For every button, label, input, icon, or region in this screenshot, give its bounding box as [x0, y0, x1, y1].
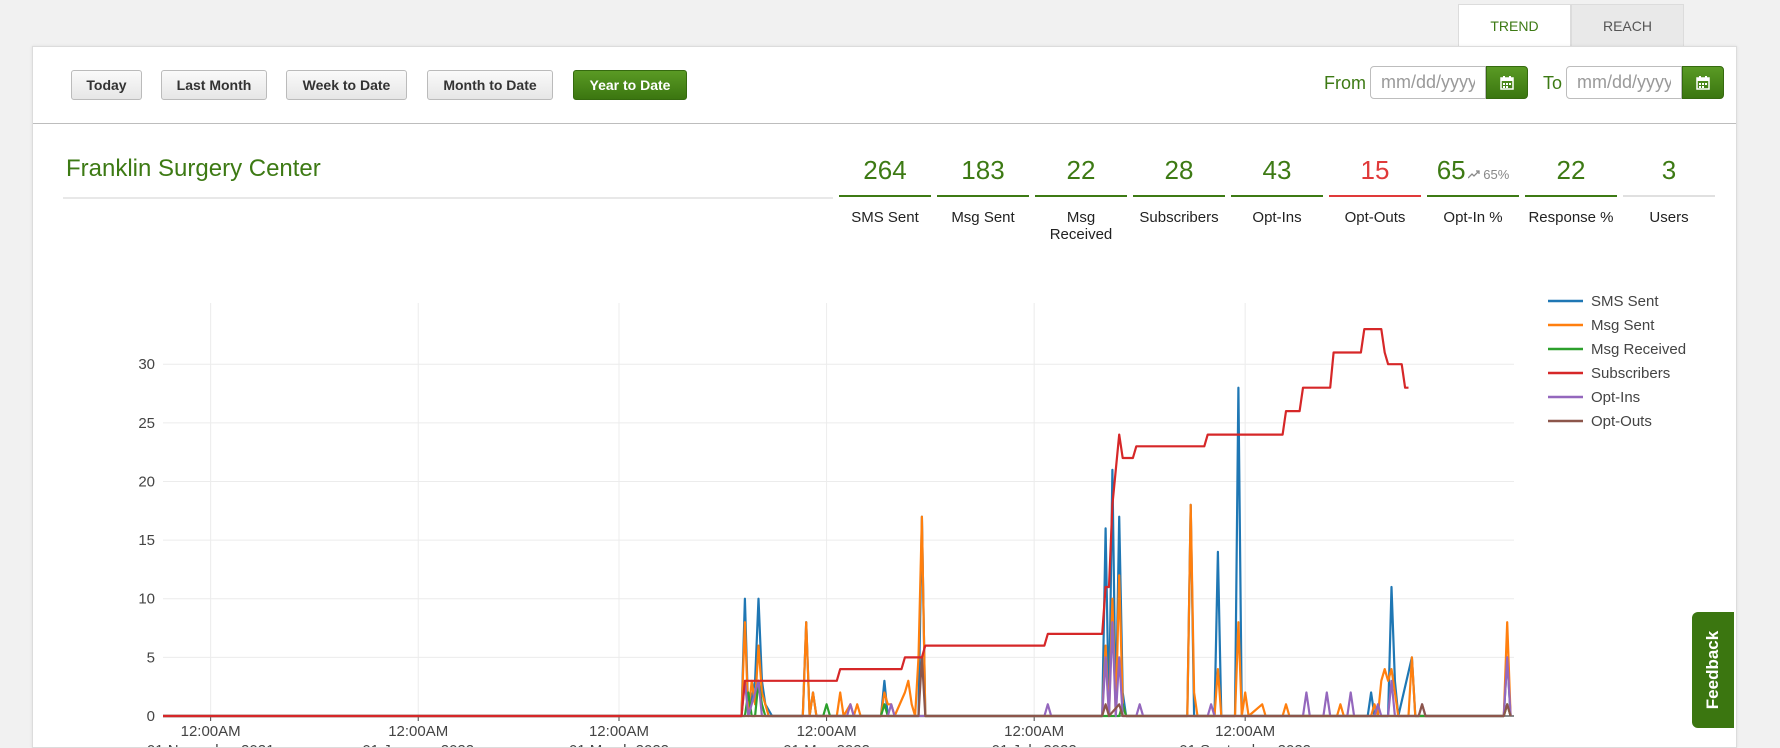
stat-label: Msg Received — [1049, 209, 1113, 243]
legend-label: Opt-Outs — [1591, 413, 1652, 430]
legend-label: Msg Received — [1591, 341, 1686, 358]
legend-label: Msg Sent — [1591, 317, 1655, 334]
trend-indicator: 65% — [1467, 167, 1510, 182]
stat-value: 65 — [1436, 155, 1466, 185]
stat-msg-sent: 183 Msg Sent — [937, 145, 1029, 226]
x-tick-label: 01 September 2022 — [1179, 742, 1311, 747]
stat-value: 22 — [1035, 145, 1127, 197]
x-tick-label: 12:00AM — [388, 723, 448, 740]
x-tick-label: 01 March 2022 — [569, 742, 669, 747]
series-line-opt-ins — [163, 621, 1512, 718]
tab-reach[interactable]: REACH — [1571, 4, 1684, 46]
x-tick-label: 12:00AM — [589, 723, 649, 740]
stat-label: Msg Sent — [951, 209, 1015, 226]
x-tick-label: 12:00AM — [1004, 723, 1064, 740]
calendar-icon — [1696, 75, 1710, 90]
series-line-sms-sent — [163, 386, 1512, 718]
stat-label: Opt-In % — [1443, 209, 1503, 226]
y-tick-label: 0 — [147, 708, 155, 725]
stat-label: Opt-Outs — [1344, 209, 1406, 226]
stat-value: 15 — [1329, 145, 1421, 197]
stat-value: 183 — [937, 145, 1029, 197]
x-tick-label: 01 July 2022 — [992, 742, 1077, 747]
stat-label: Users — [1649, 209, 1689, 226]
x-tick-label: 01 November 2021 — [147, 742, 275, 747]
stat-label: Response % — [1528, 209, 1614, 226]
y-tick-label: 25 — [138, 415, 155, 432]
stat-label: Opt-Ins — [1252, 209, 1302, 226]
year-to-date-button[interactable]: Year to Date — [573, 70, 687, 100]
x-tick-label: 12:00AM — [1215, 723, 1275, 740]
stat-value: 3 — [1623, 145, 1715, 197]
stat-value: 43 — [1231, 145, 1323, 197]
stat-sms-sent: 264 SMS Sent — [839, 145, 931, 226]
view-tabs: TREND REACH — [1458, 4, 1684, 47]
trend-chart: 0 5 10 15 20 25 30 12:00AM 01 November 2021 12:00… — [138, 293, 1686, 747]
legend-label: Opt-Ins — [1591, 389, 1640, 406]
y-tick-label: 20 — [138, 473, 155, 490]
y-tick-label: 30 — [138, 356, 155, 373]
to-date-input[interactable] — [1566, 66, 1682, 99]
dashboard-panel: Today Last Month Week to Date Month to D… — [32, 46, 1737, 748]
legend-label: Subscribers — [1591, 365, 1670, 382]
stat-label: SMS Sent — [851, 209, 919, 226]
series-line-msg-sent — [163, 503, 1512, 718]
stat-response-percent: 22 Response % — [1525, 145, 1617, 226]
y-tick-label: 15 — [138, 532, 155, 549]
stat-label: Subscribers — [1139, 209, 1219, 226]
x-tick-label: 12:00AM — [797, 723, 857, 740]
stat-subscribers: 28 Subscribers — [1133, 145, 1225, 226]
stat-value: 264 — [839, 145, 931, 197]
month-to-date-button[interactable]: Month to Date — [427, 70, 553, 100]
stat-msg-received: 22 Msg Received — [1035, 145, 1127, 243]
stat-opt-ins: 43 Opt-Ins — [1231, 145, 1323, 226]
stat-users: 3 Users — [1623, 145, 1715, 226]
stat-value: 28 — [1133, 145, 1225, 197]
to-label: To — [1543, 73, 1563, 93]
from-label: From — [1324, 73, 1366, 93]
x-tick-label: 01 January 2022 — [362, 742, 474, 747]
stat-value-row: 65 65% — [1427, 145, 1519, 197]
x-tick-label: 01 May 2022 — [783, 742, 870, 747]
week-to-date-button[interactable]: Week to Date — [286, 70, 407, 100]
stat-value: 22 — [1525, 145, 1617, 197]
legend-label: SMS Sent — [1591, 293, 1659, 310]
series-line-subscribers — [163, 327, 1409, 718]
today-button[interactable]: Today — [71, 70, 142, 100]
calendar-icon — [1500, 75, 1514, 90]
to-calendar-button[interactable] — [1682, 66, 1724, 99]
y-tick-label: 10 — [138, 591, 155, 608]
series-line-opt-outs — [163, 656, 1512, 718]
date-toolbar: Today Last Month Week to Date Month to D… — [33, 47, 1736, 124]
last-month-button[interactable]: Last Month — [161, 70, 267, 100]
trending-up-icon — [1467, 170, 1480, 179]
page-title: Franklin Surgery Center — [66, 155, 321, 182]
trend-value: 65% — [1483, 167, 1510, 182]
from-calendar-button[interactable] — [1486, 66, 1528, 99]
y-tick-label: 5 — [147, 649, 155, 666]
feedback-button[interactable]: Feedback — [1692, 612, 1734, 728]
title-divider — [63, 197, 833, 199]
stat-opt-outs: 15 Opt-Outs — [1329, 145, 1421, 226]
tab-trend[interactable]: TREND — [1458, 4, 1571, 47]
x-tick-label: 12:00AM — [181, 723, 241, 740]
stat-opt-in-percent: 65 65% Opt-In % — [1427, 145, 1519, 226]
from-date-input[interactable] — [1370, 66, 1486, 99]
